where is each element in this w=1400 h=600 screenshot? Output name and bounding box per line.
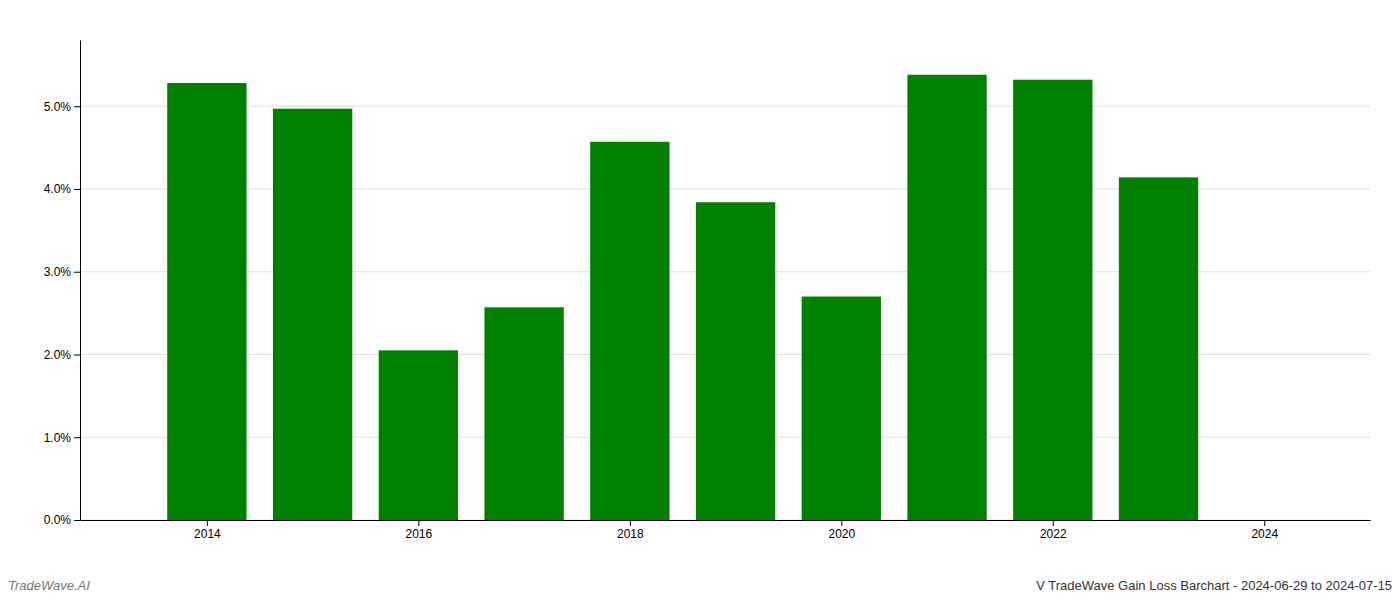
y-tick-label: 1.0% [44,431,72,445]
x-tick-label: 2016 [406,527,433,541]
bar [696,202,775,520]
y-tick: 2.0% [44,348,80,362]
x-axis: 2014 2016 2018 2020 2022 2024 [81,520,1371,541]
x-tick: 2014 [194,520,221,541]
x-axis-line [81,520,1371,521]
y-tick-label: 0.0% [44,513,72,527]
bar [167,83,246,520]
title: V TradeWave Gain Loss Barchart - 2024-06… [1036,578,1392,593]
bar [1013,80,1092,520]
y-tick-mark [74,189,80,190]
chart-svg: 0.0% 1.0% 2.0% 3.0% 4.0% 5.0% 2014 2016 2018 2020… [0,0,1400,600]
x-tick-label: 2022 [1040,527,1067,541]
watermark: TradeWave.AI [8,578,90,593]
y-tick: 5.0% [44,100,80,114]
plot-area: 0.0% 1.0% 2.0% 3.0% 4.0% 5.0% 2014 2016 2018 2020… [44,41,1371,541]
y-tick-label: 2.0% [44,348,72,362]
y-tick-label: 3.0% [44,265,72,279]
bar [273,109,352,520]
x-tick-mark [1053,520,1054,526]
x-tick-mark [1264,520,1265,526]
x-tick: 2022 [1040,520,1067,541]
grid-line [80,106,1370,107]
bar [484,307,563,520]
y-tick-mark [74,437,80,438]
y-axis-line [80,41,81,521]
bar [1119,177,1198,520]
x-tick: 2024 [1251,520,1278,541]
x-tick: 2020 [828,520,855,541]
y-tick-mark [74,272,80,273]
x-tick-mark [630,520,631,526]
y-tick: 0.0% [44,513,80,527]
bar [379,350,458,520]
x-tick-mark [418,520,419,526]
y-tick-label: 5.0% [44,100,72,114]
y-tick: 4.0% [44,182,80,196]
x-tick: 2018 [617,520,644,541]
grid [80,106,1370,520]
y-axis: 0.0% 1.0% 2.0% 3.0% 4.0% 5.0% [44,41,81,528]
bar [590,142,669,520]
y-tick-label: 4.0% [44,182,72,196]
y-tick: 3.0% [44,265,80,279]
bar [802,297,881,520]
x-tick-label: 2024 [1251,527,1278,541]
bar [907,75,986,520]
y-tick-mark [74,106,80,107]
x-tick: 2016 [406,520,433,541]
x-tick-label: 2018 [617,527,644,541]
y-tick-mark [74,520,80,521]
y-tick-mark [74,354,80,355]
x-tick-mark [841,520,842,526]
bars [167,75,1198,520]
x-tick-mark [207,520,208,526]
y-tick: 1.0% [44,431,80,445]
x-tick-label: 2014 [194,527,221,541]
x-tick-label: 2020 [828,527,855,541]
